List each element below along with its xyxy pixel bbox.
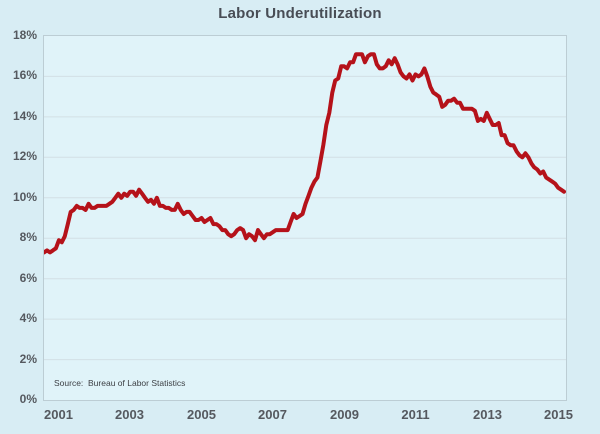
y-axis-label: 12% <box>12 149 37 163</box>
x-axis-label: 2001 <box>44 407 73 422</box>
source-note: Source: Bureau of Labor Statistics <box>54 378 186 388</box>
y-axis-label: 2% <box>19 352 37 366</box>
y-axis-label: 4% <box>19 311 37 325</box>
chart-title: Labor Underutilization <box>218 5 382 22</box>
x-axis-label: 2009 <box>330 407 359 422</box>
plot-area <box>43 35 567 401</box>
x-axis-label: 2003 <box>115 407 144 422</box>
y-axis-label: 16% <box>12 68 37 82</box>
x-axis-label: 2013 <box>473 407 502 422</box>
gridlines <box>44 75 566 361</box>
y-axis-label: 18% <box>12 28 37 42</box>
chart-svg <box>44 52 566 361</box>
y-axis-label: 8% <box>19 230 37 244</box>
x-axis-label: 2005 <box>187 407 216 422</box>
y-axis-label: 6% <box>19 271 37 285</box>
y-axis-label: 14% <box>12 109 37 123</box>
x-axis-label: 2011 <box>401 407 430 422</box>
y-axis-label: 10% <box>12 190 37 204</box>
x-axis-label: 2015 <box>544 407 573 422</box>
y-axis-label: 0% <box>19 392 37 406</box>
x-axis-label: 2007 <box>258 407 287 422</box>
series-line <box>44 52 566 255</box>
